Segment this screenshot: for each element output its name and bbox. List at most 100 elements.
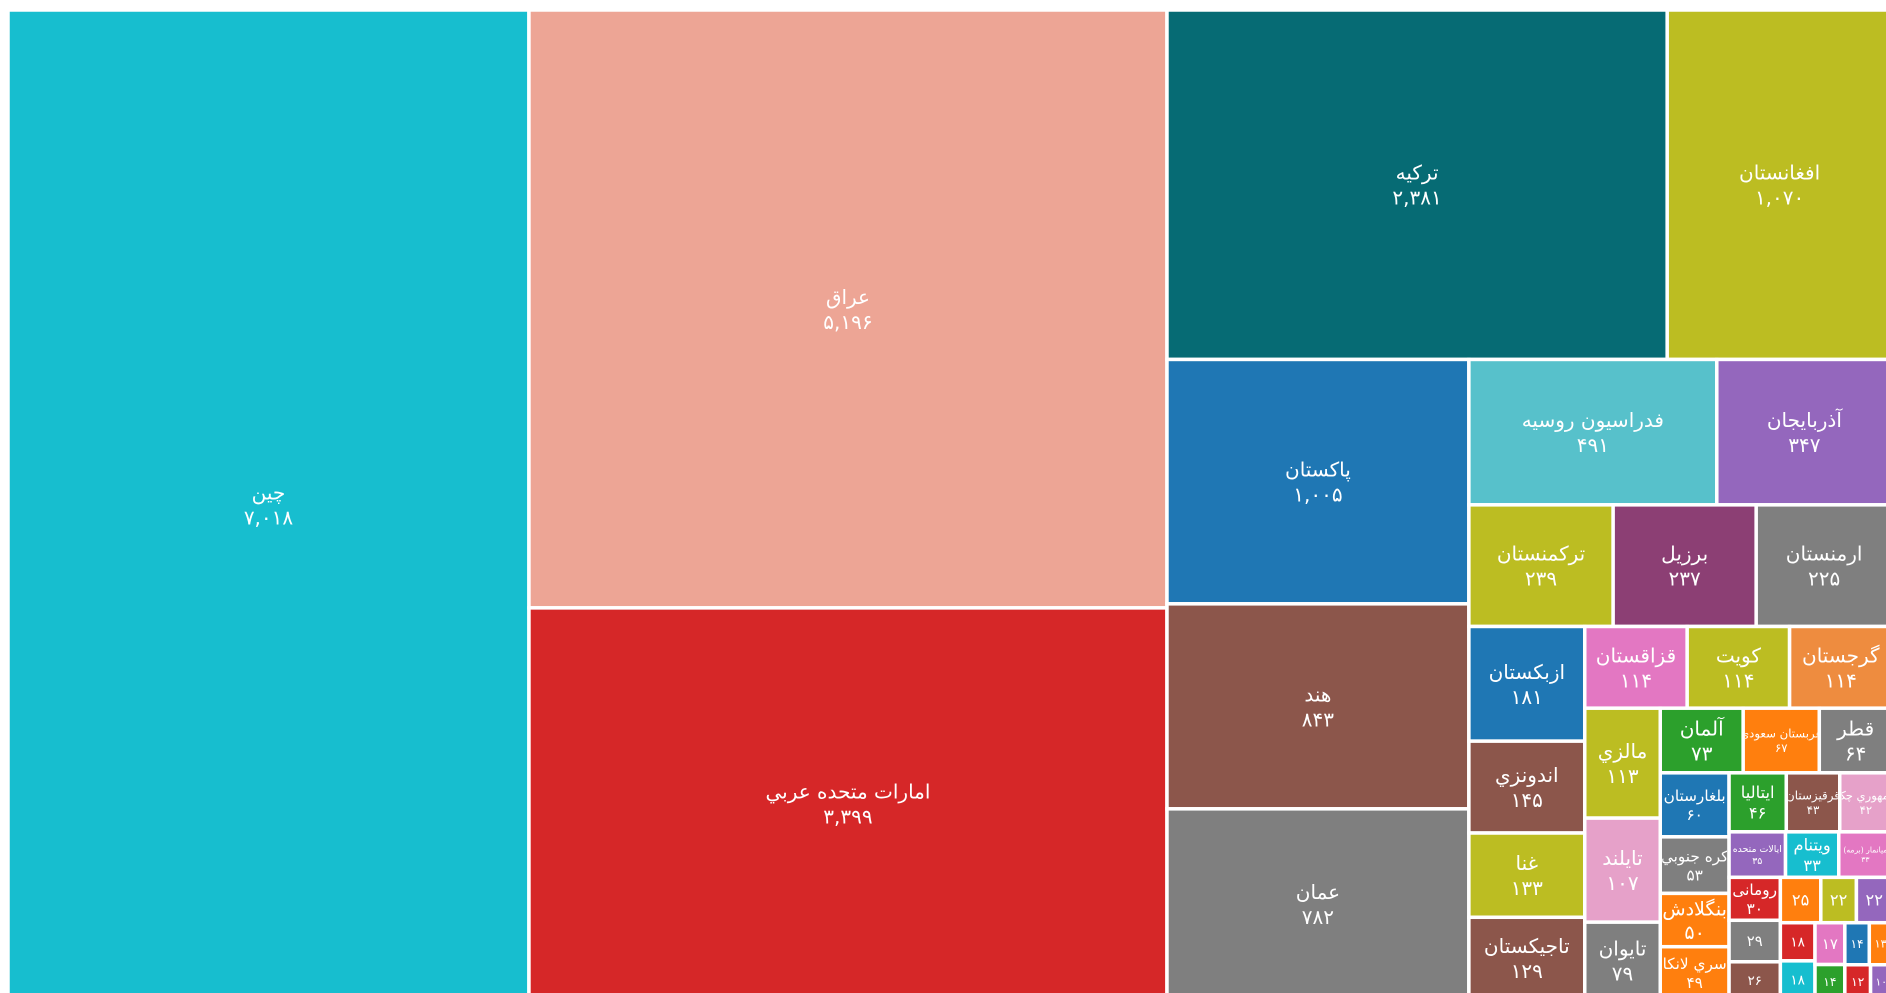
tile-value: ۱۱۴ [1620, 668, 1652, 692]
tile-label: ۱۲ [1851, 975, 1865, 989]
tile-label: سري لانکا ۴۹ [1663, 955, 1727, 992]
tile-rect [1778, 959, 1817, 993]
tile: قطر ۶۴ [1817, 706, 1886, 775]
tile-name: بنگلادش [1662, 897, 1727, 920]
tile-value: ۱۱۴ [1825, 668, 1857, 692]
tile: رومانی ۳۰ [1727, 875, 1783, 923]
tile-rect [527, 8, 1169, 610]
tile: تايلند ۱۰۷ [1583, 816, 1662, 924]
tile: آذربايجان ۳۴۷ [1715, 357, 1886, 507]
tile-name: ترکیه [1396, 161, 1439, 185]
tile-label: بنگلادش ۵۰ [1662, 897, 1727, 944]
tile-value: ۸۴۳ [1302, 707, 1334, 731]
tile-rect [1665, 8, 1886, 362]
tile-value: ۲۶ [1748, 974, 1762, 989]
tile-value: ۳۳ [1803, 856, 1821, 875]
tile-value: ۳۰ [1746, 900, 1762, 918]
tile-value: ۱۳۳ [1511, 876, 1543, 900]
tile: تاجيکستان ۱۲۹ [1467, 915, 1587, 993]
tile-value: ۱۲ [1851, 975, 1865, 989]
tile-value: ۵۳ [1686, 866, 1702, 884]
tile-label: بلغارستان ۶۰ [1664, 787, 1726, 824]
tile: ميانمار (برمه) ۳۳ [1837, 830, 1886, 880]
tile: هند ۸۴۳ [1165, 602, 1471, 811]
tile-label: ارمنستان ۲۲۵ [1786, 542, 1863, 591]
tile-value: ۷۹ [1612, 962, 1633, 986]
tile-name: پاکستان [1285, 458, 1351, 483]
tile-name: فدراسيون روسيه [1522, 408, 1664, 432]
tile-label: ۲۶ [1748, 974, 1762, 989]
tile-value: ۴۶ [1749, 804, 1767, 823]
tile-label: ۲۵ [1792, 891, 1809, 910]
tile-rect [1467, 503, 1615, 629]
tile-name: عربستان سعودي [1740, 727, 1822, 742]
tile-value: ۱۴ [1823, 975, 1836, 989]
tile-name: ازبکستان [1489, 660, 1565, 684]
tile: کويت ۱۱۴ [1685, 624, 1792, 710]
tile-label: مالزي ۱۱۳ [1598, 739, 1648, 788]
tile: گرجستان ۱۱۴ [1787, 624, 1886, 710]
tile-name: تايوان [1599, 937, 1647, 961]
tile: جمهوري چک۴۲ [1835, 771, 1886, 834]
tile-rect [1741, 706, 1822, 775]
tile-rect [1727, 771, 1789, 834]
tile-label: فدراسيون روسيه ۴۹۱ [1522, 408, 1664, 457]
tile: چین ۷,۰۱۸ [6, 8, 531, 993]
tile: مالزي ۱۱۳ [1583, 706, 1662, 820]
tile-rect [1727, 960, 1783, 993]
tile-value: ۱۸ [1790, 935, 1805, 951]
tile: قزاقستان ۱۱۴ [1583, 624, 1689, 710]
tile: ۱۸ [1778, 920, 1817, 963]
tile-value: ۷۸۲ [1302, 905, 1334, 929]
tile-label: تاجيکستان ۱۲۹ [1484, 934, 1570, 983]
tile: ارمنستان ۲۲۵ [1754, 503, 1886, 629]
tile-label: ۲۲ [1866, 891, 1883, 910]
tile-rect [1727, 875, 1783, 923]
tile-label: تايلند ۱۰۷ [1602, 846, 1642, 895]
tile-label: امارات متحده عربي ۳,۳۹۹ [765, 779, 930, 828]
tile: ايالات متحده ۳۵ [1727, 830, 1788, 880]
tile-label: ۱۴ [1850, 937, 1863, 951]
tile-label: ۱۸ [1790, 935, 1805, 951]
tile-label: پاکستان ۱,۰۰۵ [1285, 458, 1351, 507]
tile-value: ۱۰۷ [1606, 871, 1638, 895]
tile: پاکستان ۱,۰۰۵ [1165, 357, 1471, 606]
tile-rect [1868, 963, 1886, 993]
tile-value: ۷,۰۱۸ [244, 506, 294, 530]
tile-rect [1165, 357, 1471, 606]
tile-label: ازبکستان ۱۸۱ [1489, 660, 1565, 709]
tile-value: ۲۹ [1747, 933, 1763, 950]
tile-label: اندونزي ۱۴۵ [1495, 763, 1559, 812]
tile-label: ايتاليا ۴۶ [1741, 783, 1775, 822]
tile-name: جمهوري چک [1835, 788, 1886, 803]
tile-rect [1165, 602, 1471, 811]
tile-name: قرقيزستان [1786, 788, 1840, 803]
tile-label: ۱۴ [1823, 975, 1836, 989]
tile-name: ايتاليا [1741, 783, 1775, 802]
tile-name: قطر [1836, 717, 1874, 741]
tile-value: ۲۲۵ [1808, 567, 1840, 591]
tile-name: گرجستان [1802, 643, 1880, 667]
tile: افغانستان ۱,۰۷۰ [1665, 8, 1886, 362]
tile-label: آذربايجان ۳۴۷ [1767, 407, 1843, 457]
tile-name: ويتنام [1794, 836, 1831, 856]
tile-value: ۱۴ [1850, 937, 1863, 951]
tile: ۱۴ [1843, 920, 1872, 967]
tile-label: ۲۲ [1830, 891, 1847, 910]
tile-label: عراق ۵,۱۹۶ [823, 285, 872, 334]
tile: امارات متحده عربي ۳,۳۹۹ [527, 606, 1169, 993]
tile-label: چین ۷,۰۱۸ [244, 481, 294, 530]
tile-name: کره جنوبي [1661, 847, 1729, 866]
tile-value: ۱,۰۰۵ [1293, 483, 1342, 507]
tile: قرقيزستان ۴۳ [1784, 771, 1842, 834]
tile-rect [1467, 915, 1587, 993]
tile-label: هند ۸۴۳ [1302, 682, 1334, 731]
tile-rect [1715, 357, 1886, 507]
tile-value: ۱۱۳ [1606, 764, 1638, 788]
tile-value: ۲۲ [1866, 891, 1883, 910]
tile-label: عمان ۷۸۲ [1296, 880, 1340, 929]
tile: اندونزي ۱۴۵ [1467, 739, 1587, 835]
tile-value: ۳۵ [1752, 856, 1762, 867]
tile: ۲۲ [1819, 875, 1859, 925]
